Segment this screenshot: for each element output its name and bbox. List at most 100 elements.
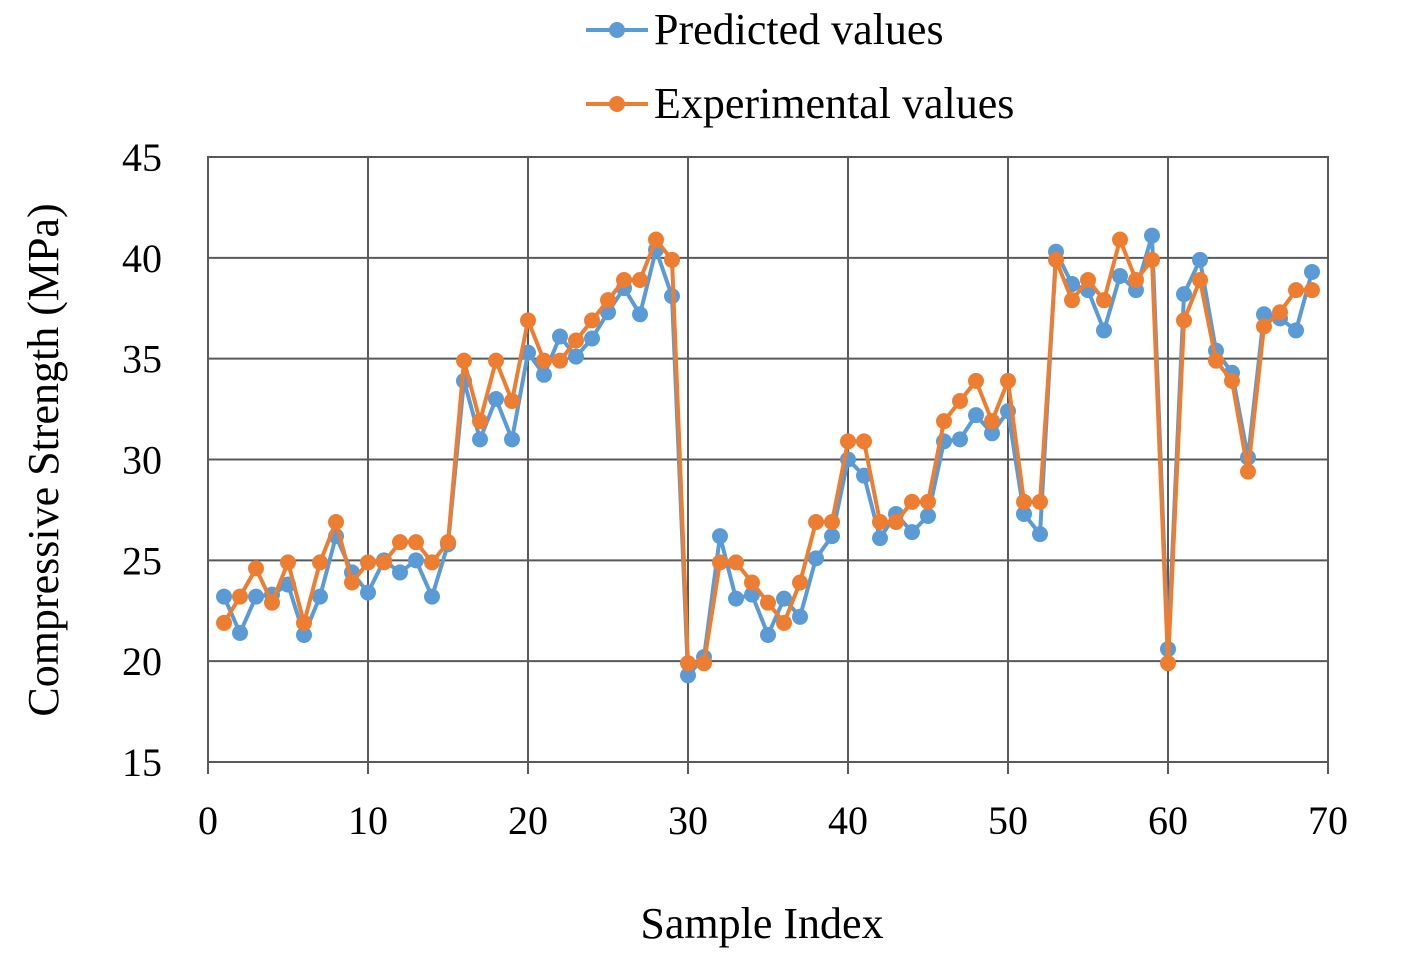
data-point-experimental <box>728 554 744 571</box>
data-point-predicted <box>312 588 328 605</box>
legend-label-predicted: Predicted values <box>654 5 944 54</box>
data-point-predicted <box>536 366 552 383</box>
data-point-experimental <box>648 231 664 248</box>
x-tick-label: 60 <box>1148 798 1188 843</box>
series-layer <box>216 227 1320 684</box>
data-point-experimental <box>872 514 888 531</box>
data-point-experimental <box>1112 231 1128 248</box>
series-experimental <box>216 231 1320 672</box>
legend: Predicted values Experimental values <box>586 5 1014 128</box>
data-point-experimental <box>616 272 632 289</box>
data-point-predicted <box>760 626 776 643</box>
data-point-experimental <box>536 352 552 369</box>
y-tick-label: 35 <box>122 337 162 382</box>
y-tick-label: 45 <box>122 135 162 180</box>
data-point-experimental <box>696 655 712 672</box>
data-point-experimental <box>920 493 936 510</box>
data-point-experimental <box>296 614 312 631</box>
data-point-experimental <box>760 594 776 611</box>
legend-swatch-predicted-marker <box>609 22 625 38</box>
data-point-predicted <box>216 588 232 605</box>
y-tick-label: 30 <box>122 438 162 483</box>
data-point-predicted <box>392 564 408 581</box>
x-tick-label: 0 <box>198 798 218 843</box>
data-point-experimental <box>472 413 488 430</box>
data-point-predicted <box>920 507 936 524</box>
data-point-experimental <box>1224 372 1240 389</box>
data-point-predicted <box>1256 306 1272 323</box>
data-point-experimental <box>344 574 360 591</box>
data-point-experimental <box>440 534 456 551</box>
data-point-experimental <box>392 534 408 551</box>
data-point-predicted <box>552 328 568 345</box>
data-point-experimental <box>952 393 968 410</box>
data-point-predicted <box>808 550 824 567</box>
data-point-experimental <box>1192 272 1208 289</box>
y-tick-label: 40 <box>122 236 162 281</box>
data-point-predicted <box>776 590 792 607</box>
data-point-predicted <box>488 391 504 407</box>
data-point-predicted <box>1096 322 1112 339</box>
data-point-experimental <box>904 493 920 510</box>
data-point-experimental <box>1176 312 1192 329</box>
data-point-experimental <box>1256 318 1272 335</box>
data-point-experimental <box>312 554 328 571</box>
data-point-experimental <box>888 514 904 531</box>
data-point-experimental <box>936 413 952 430</box>
data-point-predicted <box>1016 505 1032 522</box>
x-tick-label: 40 <box>828 798 868 843</box>
data-point-experimental <box>504 393 520 410</box>
data-point-experimental <box>712 554 728 571</box>
data-point-predicted <box>952 431 968 448</box>
legend-label-experimental: Experimental values <box>654 79 1014 128</box>
data-point-predicted <box>968 407 984 424</box>
plot-frame <box>207 156 1329 763</box>
data-point-experimental <box>248 560 264 577</box>
series-predicted <box>216 227 1320 684</box>
data-point-experimental <box>264 594 280 611</box>
data-point-predicted <box>1304 263 1320 280</box>
data-point-experimental <box>360 554 376 571</box>
data-point-experimental <box>744 574 760 591</box>
data-point-predicted <box>872 530 888 547</box>
data-point-predicted <box>984 425 1000 442</box>
data-point-predicted <box>472 431 488 448</box>
x-tick-label: 50 <box>988 798 1028 843</box>
data-point-experimental <box>680 655 696 672</box>
x-tick-label: 10 <box>348 798 388 843</box>
data-point-predicted <box>632 306 648 323</box>
data-point-experimental <box>856 433 872 450</box>
data-point-predicted <box>568 348 584 365</box>
data-point-experimental <box>1048 251 1064 268</box>
data-point-experimental <box>1240 463 1256 480</box>
data-point-experimental <box>840 433 856 450</box>
data-point-experimental <box>1288 282 1304 299</box>
data-point-predicted <box>728 590 744 607</box>
data-point-experimental <box>1016 493 1032 510</box>
data-point-experimental <box>376 554 392 571</box>
data-point-predicted <box>680 667 696 684</box>
data-point-predicted <box>408 552 424 569</box>
x-tick-label: 70 <box>1308 798 1348 843</box>
data-point-experimental <box>584 312 600 329</box>
data-point-experimental <box>1032 493 1048 510</box>
tick-layer: 15 20 25 30 35 40 45 0 10 20 30 40 50 60 70 <box>122 135 1348 843</box>
data-point-predicted <box>584 330 600 347</box>
data-point-experimental <box>664 251 680 268</box>
data-point-predicted <box>824 528 840 545</box>
data-point-predicted <box>904 524 920 541</box>
data-point-experimental <box>968 372 984 389</box>
data-point-experimental <box>984 413 1000 430</box>
data-point-experimental <box>1064 292 1080 309</box>
data-point-experimental <box>216 614 232 631</box>
y-tick-label: 25 <box>122 538 162 583</box>
data-point-experimental <box>1128 272 1144 289</box>
data-point-experimental <box>1096 292 1112 309</box>
data-point-predicted <box>1176 286 1192 303</box>
data-point-experimental <box>1144 251 1160 268</box>
data-point-predicted <box>1192 251 1208 268</box>
data-point-predicted <box>504 431 520 448</box>
data-point-experimental <box>792 574 808 591</box>
data-point-experimental <box>280 554 296 571</box>
